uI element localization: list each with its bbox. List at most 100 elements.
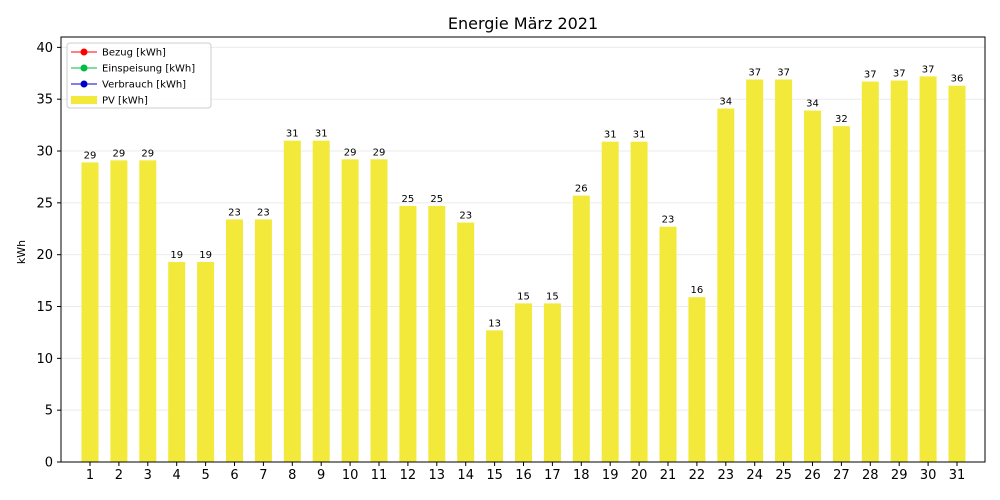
- x-tick-label: 9: [317, 468, 325, 483]
- legend-marker-swatch: [80, 48, 88, 56]
- bar-data-label: 37: [864, 70, 877, 81]
- bar-pv: [890, 80, 908, 462]
- bar-pv: [226, 219, 243, 462]
- y-tick-label: 0: [45, 456, 53, 471]
- bar-data-label: 13: [488, 318, 501, 329]
- bar-data-label: 32: [835, 114, 848, 125]
- x-tick-label: 10: [342, 468, 359, 483]
- bar-data-label: 37: [922, 64, 935, 75]
- bar-pv: [601, 141, 619, 462]
- x-tick-label: 28: [862, 468, 879, 483]
- legend-item: PV [kWh]: [71, 96, 148, 107]
- x-tick-label: 3: [144, 468, 152, 483]
- bar-data-label: 37: [777, 68, 790, 79]
- y-tick-label: 5: [45, 404, 53, 419]
- bar-data-label: 31: [633, 130, 646, 141]
- y-tick-label: 35: [36, 93, 53, 108]
- bar-data-label: 23: [459, 211, 472, 222]
- x-tick-label: 19: [602, 468, 619, 483]
- bar-pv: [457, 222, 475, 462]
- bar-data-label: 31: [604, 130, 617, 141]
- bar-pv: [254, 219, 272, 462]
- x-tick-label: 4: [173, 468, 181, 483]
- bar-pv: [746, 79, 764, 462]
- x-tick-label: 15: [486, 468, 503, 483]
- x-tick-label: 25: [775, 468, 792, 483]
- y-axis-ticks: 0 5 10 15 20 25 30 35 40: [36, 41, 61, 471]
- x-tick-label: 20: [631, 468, 648, 483]
- bar-pv: [486, 330, 504, 462]
- bar-data-label: 19: [170, 250, 183, 261]
- legend-label: Bezug [kWh]: [102, 48, 166, 59]
- legend-item: Verbrauch [kWh]: [71, 80, 186, 91]
- bar-pv: [168, 261, 186, 462]
- x-tick-label: 16: [515, 468, 532, 483]
- bar-pv: [515, 303, 532, 462]
- x-tick-label: 27: [833, 468, 850, 483]
- bar-pv: [919, 76, 937, 462]
- bar-data-label: 37: [893, 69, 906, 80]
- bar-pv: [312, 140, 330, 462]
- x-tick-label: 7: [259, 468, 267, 483]
- legend: Bezug [kWh] Einspeisung [kWh] Verbrauch [k…: [66, 42, 212, 109]
- bar-data-label: 15: [546, 291, 559, 302]
- bar-pv: [283, 140, 301, 462]
- bar-pv: [861, 81, 879, 462]
- bar-pv: [948, 85, 966, 462]
- gridlines: [61, 46, 985, 463]
- bar-pv: [110, 160, 128, 463]
- bar-data-label: 25: [430, 194, 443, 205]
- chart-title: Energie März 2021: [448, 14, 598, 33]
- x-axis-ticks: 1 2 3 4 5 6 7 8 9 10 11 12 13 14 15 16 17 18 19 20 21 22 23 24 2…: [86, 462, 965, 483]
- bar-data-label: 16: [691, 285, 704, 296]
- bar-pv: [775, 79, 793, 462]
- bar-pv: [832, 126, 850, 463]
- legend-label: Verbrauch [kWh]: [102, 80, 186, 91]
- legend-label: PV [kWh]: [102, 96, 148, 107]
- x-tick-label: 2: [115, 468, 123, 483]
- bar-data-label: 19: [199, 250, 212, 261]
- bar-pv: [659, 226, 677, 462]
- legend-marker-swatch: [80, 80, 88, 88]
- bar-pv: [717, 108, 735, 463]
- x-tick-label: 26: [804, 468, 821, 483]
- bar-data-label: 29: [141, 148, 154, 159]
- bar-pv: [370, 159, 388, 462]
- legend-box: [66, 42, 212, 109]
- x-tick-label: 14: [457, 468, 474, 483]
- bar-data-label: 15: [517, 291, 530, 302]
- bar-data-label: 23: [228, 207, 241, 218]
- bar-pv: [688, 297, 706, 462]
- bar-data-label: 29: [373, 147, 386, 158]
- bar-data-label: 36: [951, 74, 964, 85]
- bar-data-label: 23: [662, 215, 675, 226]
- bar-data-label: 31: [286, 129, 299, 140]
- bar-series-pv: [81, 76, 966, 463]
- x-tick-label: 29: [891, 468, 908, 483]
- bar-data-label: 29: [84, 150, 97, 161]
- x-tick-label: 24: [746, 468, 763, 483]
- bar-pv: [572, 195, 590, 462]
- x-tick-label: 18: [573, 468, 590, 483]
- x-tick-label: 12: [400, 468, 417, 483]
- x-tick-label: 22: [689, 468, 706, 483]
- bar-pv: [341, 159, 359, 462]
- bar-data-label: 31: [315, 129, 328, 140]
- bar-data-label: 26: [575, 184, 588, 195]
- bar-pv: [543, 303, 561, 462]
- x-tick-label: 1: [86, 468, 94, 483]
- bar-data-label: 29: [344, 147, 357, 158]
- y-axis-label: kWh: [15, 240, 28, 264]
- x-tick-label: 21: [660, 468, 677, 483]
- y-tick-label: 20: [36, 248, 53, 263]
- legend-marker-swatch: [80, 64, 88, 72]
- x-tick-label: 17: [544, 468, 561, 483]
- bar-pv: [81, 162, 99, 463]
- y-tick-label: 40: [36, 41, 53, 56]
- y-tick-label: 25: [36, 196, 53, 211]
- bar-data-label: 25: [402, 194, 415, 205]
- x-tick-label: 30: [920, 468, 937, 483]
- y-tick-label: 30: [36, 145, 53, 160]
- bar-pv: [630, 141, 648, 462]
